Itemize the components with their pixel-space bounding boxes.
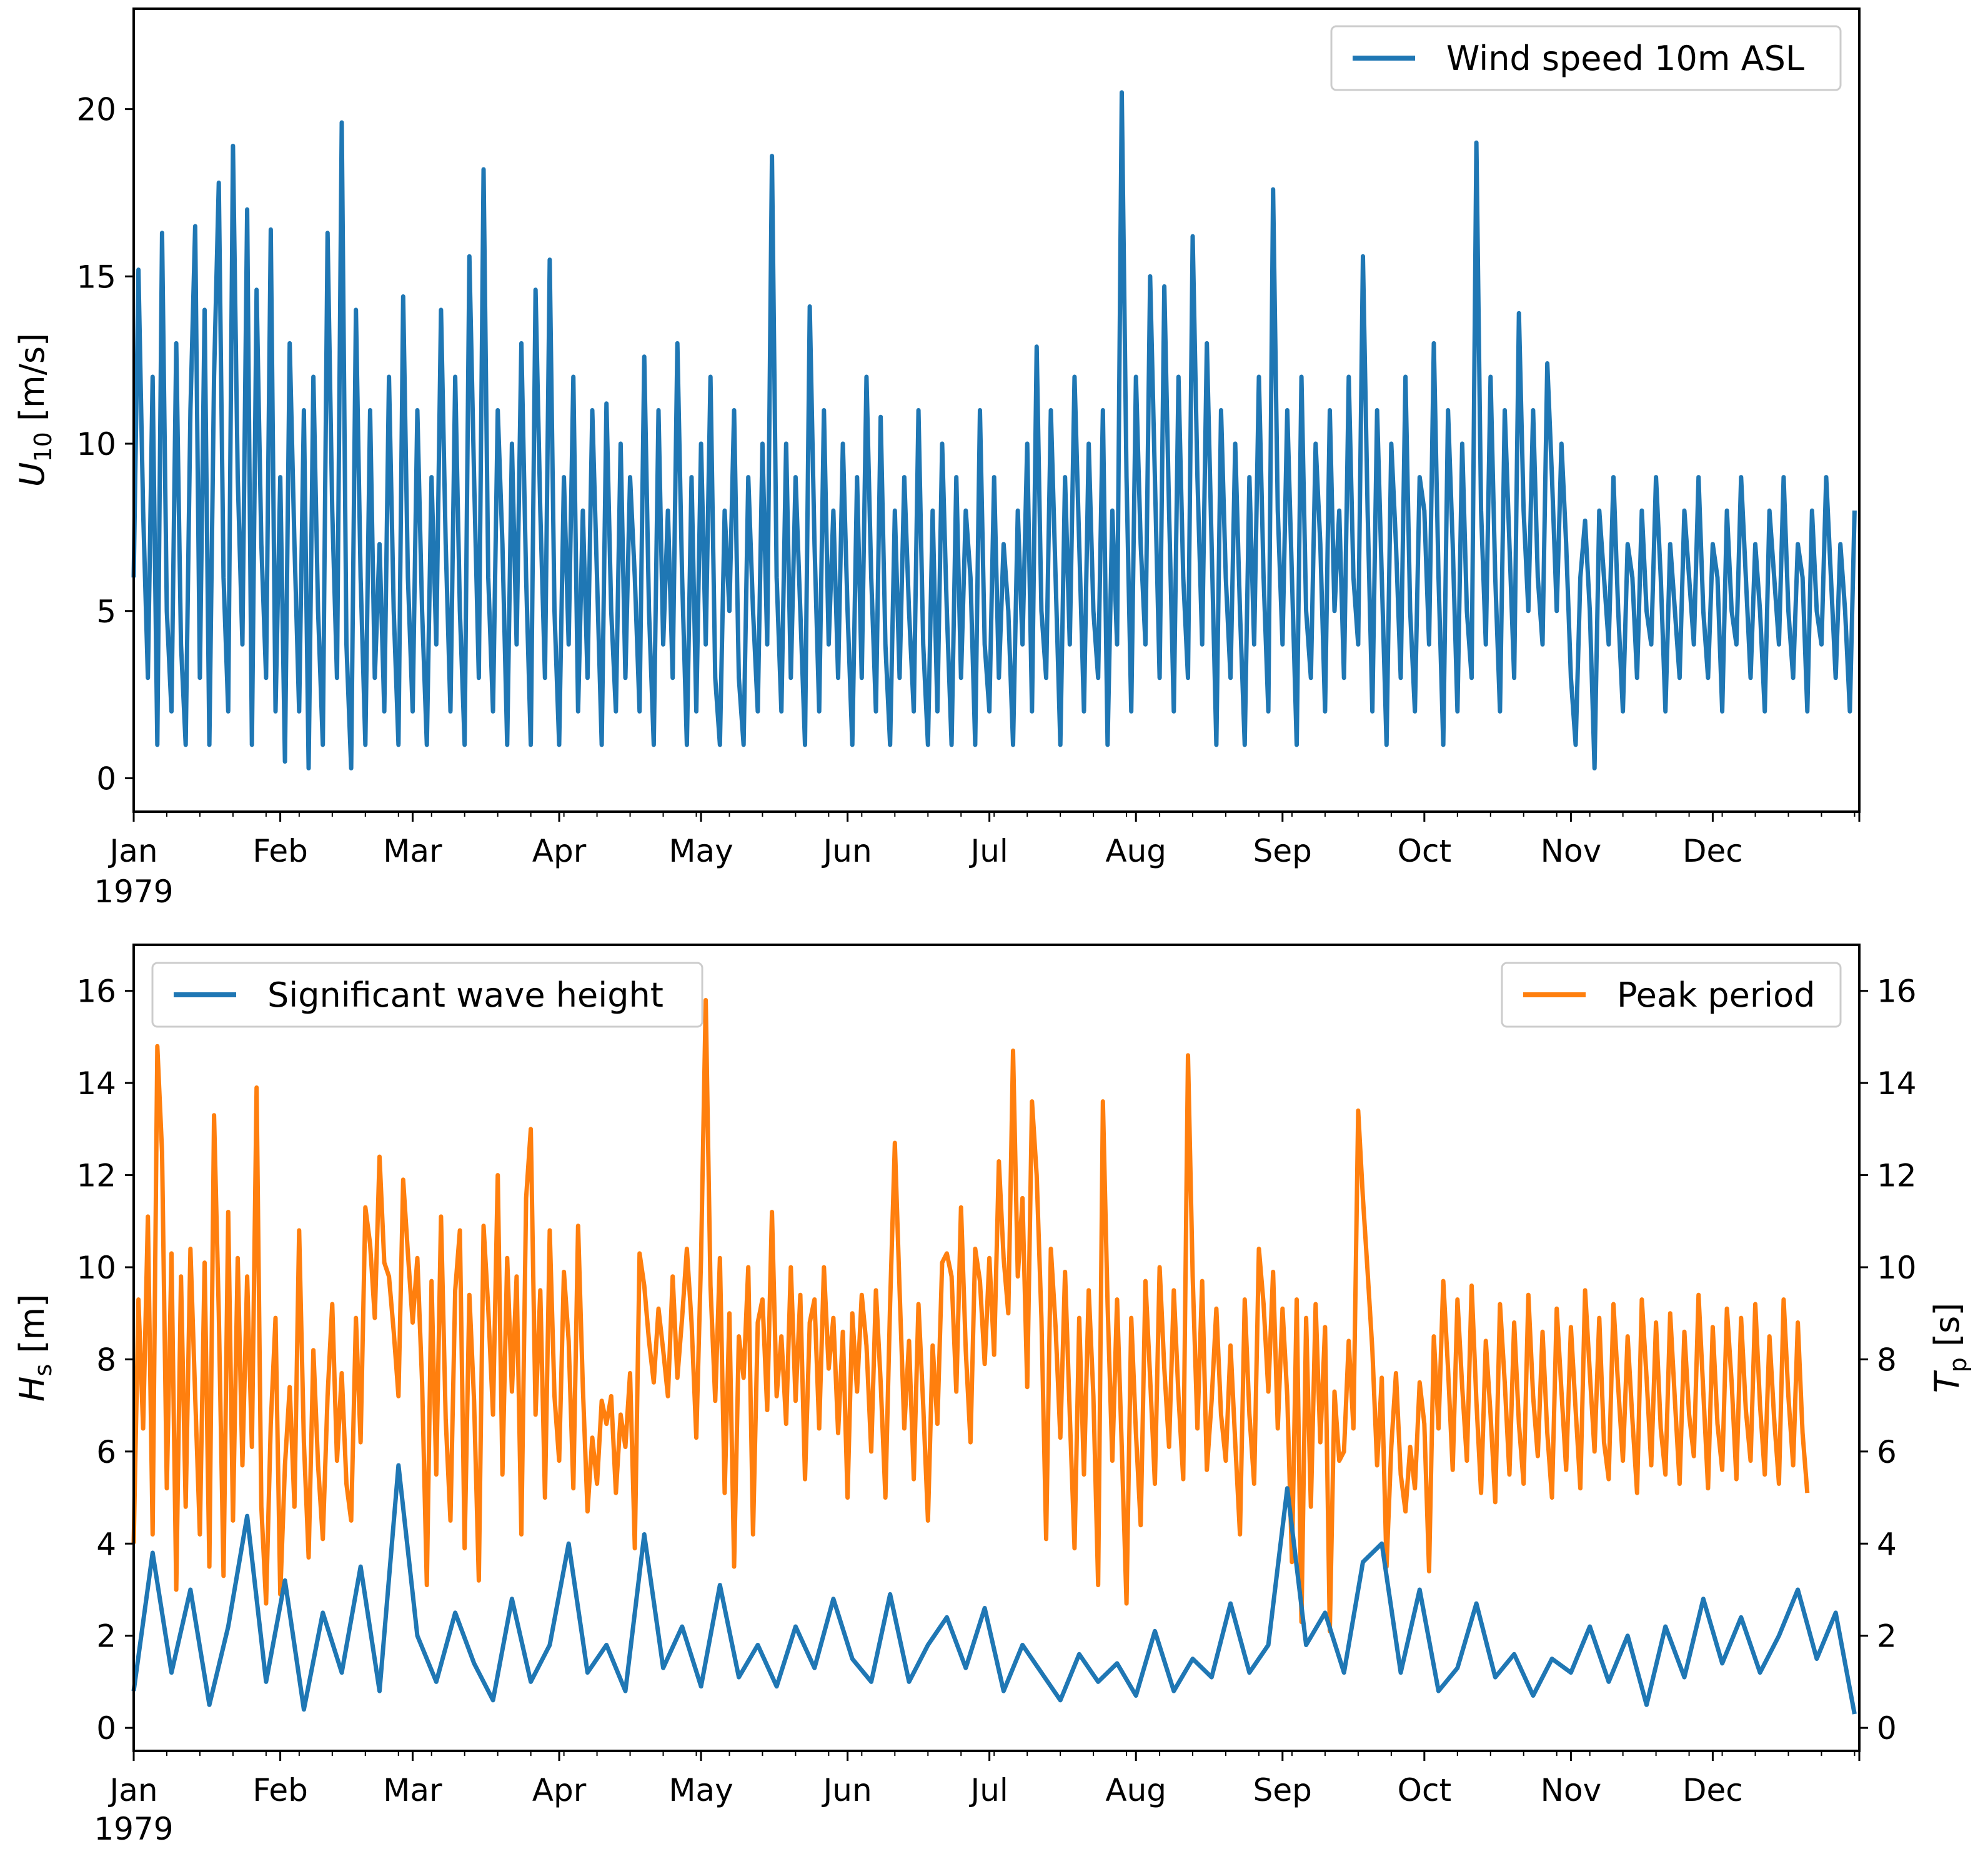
bottom-right-y-tick-label: 2: [1877, 1618, 1897, 1655]
bottom-left-y-tick-label: 0: [96, 1710, 116, 1747]
top-y-axis-label: U10 [m/s]: [12, 333, 57, 487]
bottom-left-y-tick-label: 14: [76, 1065, 116, 1102]
bottom-right-y-tick-label: 16: [1877, 974, 1917, 1010]
bottom-right-y-axis-label: Tp [s]: [1927, 1303, 1972, 1393]
top-x-month-label: Mar: [383, 833, 442, 869]
bottom-right-y-tick-label: 6: [1877, 1434, 1897, 1470]
bottom-x-month-label: May: [668, 1772, 733, 1808]
bottom-x-month-label: Oct: [1398, 1772, 1451, 1808]
top-y-axis: 0 5 10 15 20: [76, 92, 134, 797]
bottom-year-label: 1979: [94, 1811, 173, 1847]
bottom-left-y-tick-label: 2: [96, 1618, 116, 1655]
tp-sub: p: [1944, 1357, 1972, 1372]
bottom-x-month-label: Mar: [383, 1772, 442, 1808]
bottom-x-month-label: Jun: [822, 1772, 872, 1808]
top-axes-frame: [132, 7, 1861, 813]
tp-var: T: [1927, 1370, 1967, 1393]
peak-period-legend-box: [1501, 962, 1842, 1028]
wind-speed-legend-label: Wind speed 10m ASL: [1446, 39, 1804, 78]
bottom-x-month-label: Jan: [107, 1772, 157, 1808]
top-x-month-label: Dec: [1682, 833, 1743, 869]
peak-period-legend-label: Peak period: [1617, 975, 1815, 1015]
top-x-month-label: Oct: [1398, 833, 1451, 869]
hs-var: H: [12, 1377, 52, 1402]
bottom-x-month-label: Aug: [1105, 1772, 1166, 1808]
peak-period-line: [131, 998, 1810, 1633]
tp-unit: [s]: [1927, 1303, 1967, 1357]
bottom-left-y-axis-label: Hs [m]: [12, 1294, 57, 1402]
top-year-label: 1979: [94, 874, 173, 910]
bottom-left-y-tick-label: 10: [76, 1250, 116, 1286]
bottom-right-y-tick-label: 10: [1877, 1250, 1917, 1286]
top-y-sub: 10: [29, 432, 57, 462]
top-y-tick-label: 0: [96, 760, 116, 797]
bottom-left-y-tick-label: 8: [96, 1342, 116, 1378]
top-x-month-label: Jun: [822, 833, 872, 869]
peak-period-series: [131, 998, 1810, 1633]
bottom-x-month-label: Sep: [1253, 1772, 1312, 1808]
top-y-tick-label: 10: [76, 426, 116, 462]
top-x-month-label: Jan: [107, 833, 157, 869]
wave-height-series: [131, 1463, 1857, 1715]
bottom-left-y-tick-label: 6: [96, 1434, 116, 1470]
hs-unit: [m]: [12, 1294, 52, 1364]
bottom-right-y-tick-label: 8: [1877, 1342, 1897, 1378]
bottom-right-y-axis: 0 2 4 6 8 10 12 14 16: [1859, 974, 1917, 1747]
top-y-tick-label: 15: [76, 259, 116, 295]
bottom-right-y-tick-label: 4: [1877, 1526, 1897, 1562]
wind-speed-panel: 0 5 10 15 20 Jan Feb Mar Apr May Jun Jul Aug Sep Oct N…: [12, 7, 1861, 910]
wave-height-legend-box: [151, 962, 703, 1028]
bottom-right-y-tick-label: 14: [1877, 1065, 1917, 1102]
bottom-x-month-label: Nov: [1541, 1772, 1602, 1808]
top-y-unit: [m/s]: [12, 333, 52, 432]
bottom-x-month-label: Dec: [1682, 1772, 1743, 1808]
top-y-tick-label: 20: [76, 92, 116, 128]
top-x-month-label: May: [668, 833, 733, 869]
bottom-right-y-tick-label: 0: [1877, 1710, 1897, 1747]
top-x-month-label: Aug: [1105, 833, 1166, 869]
bottom-left-y-tick-label: 12: [76, 1158, 116, 1194]
top-x-month-label: Nov: [1541, 833, 1602, 869]
wave-height-line: [131, 1463, 1857, 1715]
top-y-var: U: [12, 462, 52, 487]
top-x-month-label: Feb: [252, 833, 308, 869]
bottom-left-y-tick-label: 4: [96, 1526, 116, 1562]
top-x-month-label: Jul: [968, 833, 1008, 869]
bottom-right-y-tick-label: 12: [1877, 1158, 1917, 1194]
top-legend-box: [1330, 25, 1842, 91]
top-x-month-label: Sep: [1253, 833, 1312, 869]
top-x-axis: Jan Feb Mar Apr May Jun Jul Aug Sep Oct Nov Dec: [107, 812, 1861, 869]
wave-height-legend: Significant wave height: [151, 962, 703, 1028]
wave-height-legend-label: Significant wave height: [267, 975, 663, 1015]
bottom-left-y-axis: 0 2 4 6 8 10 12 14 16: [76, 974, 134, 1747]
wave-panel: 0 2 4 6 8 10 12 14 16 0 2 4 6 8 10 12 14 16 Jan Feb Mar Apr…: [12, 944, 1972, 1847]
bottom-x-axis: Jan Feb Mar Apr May Jun Jul Aug Sep Oct Nov Dec: [107, 1751, 1861, 1808]
wind-speed-line: [131, 90, 1857, 770]
bottom-left-y-tick-label: 16: [76, 974, 116, 1010]
peak-period-legend: Peak period: [1501, 962, 1842, 1028]
bottom-x-month-label: Apr: [532, 1772, 587, 1808]
top-x-month-label: Apr: [532, 833, 587, 869]
wind-speed-series: [131, 90, 1857, 770]
bottom-axes-frame: [132, 944, 1861, 1752]
bottom-x-month-label: Jul: [968, 1772, 1008, 1808]
top-y-tick-label: 5: [96, 594, 116, 630]
hs-sub: s: [29, 1364, 57, 1377]
bottom-x-month-label: Feb: [252, 1772, 308, 1808]
top-legend: Wind speed 10m ASL: [1330, 25, 1842, 91]
